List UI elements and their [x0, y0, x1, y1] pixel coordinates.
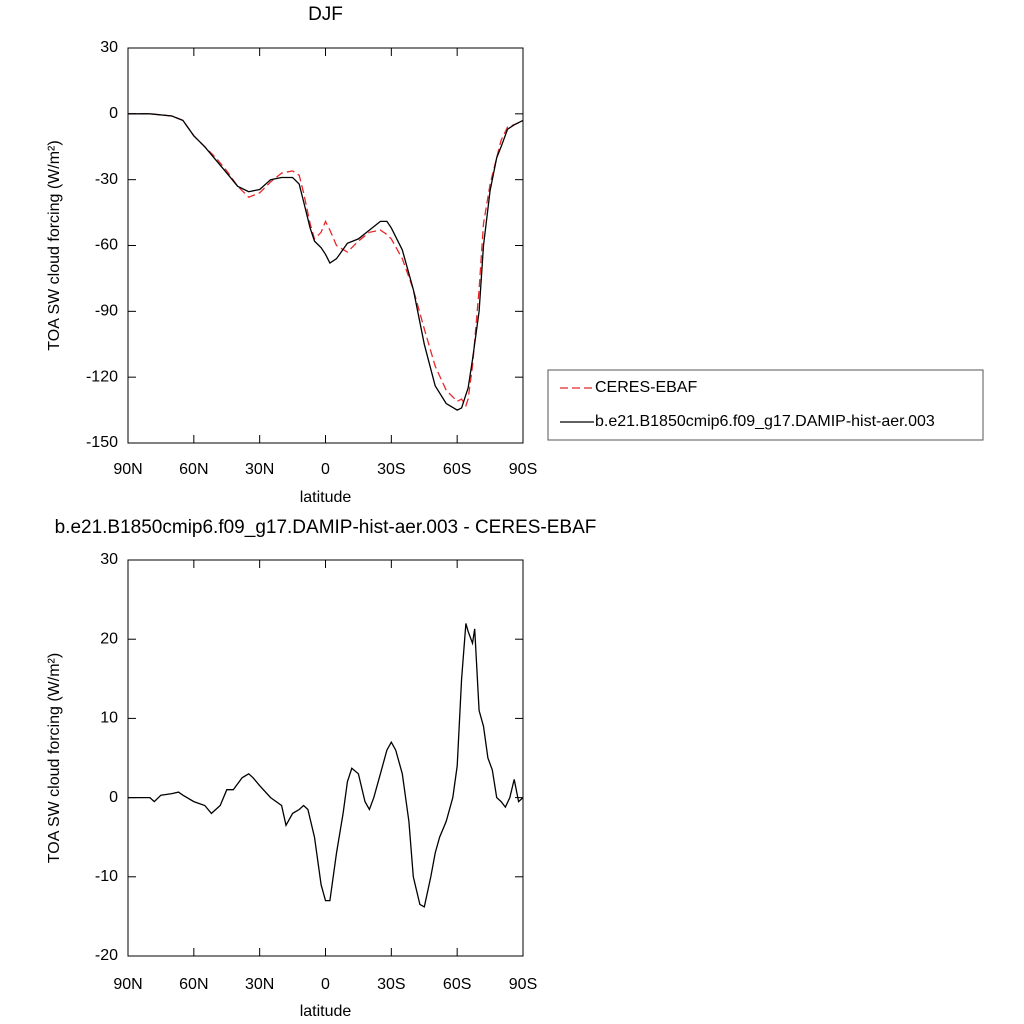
x-tick-label: 60S	[443, 976, 471, 993]
x-tick-label: 60S	[443, 461, 471, 478]
x-tick-label: 0	[321, 461, 330, 478]
y-tick-label: -10	[95, 868, 118, 885]
y-tick-label: -30	[95, 171, 118, 188]
y-tick-label: -150	[86, 434, 118, 451]
x-tick-label: 30S	[377, 461, 405, 478]
y-axis-label: TOA SW cloud forcing (W/m²)	[46, 653, 63, 863]
legend-box	[547, 369, 984, 441]
series-line	[128, 113, 524, 408]
y-axis-label: TOA SW cloud forcing (W/m²)	[46, 140, 63, 350]
x-tick-label: 90N	[113, 976, 142, 993]
x-tick-label: 90S	[509, 976, 537, 993]
y-tick-label: 0	[109, 105, 118, 122]
y-tick-label: -90	[95, 303, 118, 320]
x-tick-label: 60N	[179, 976, 208, 993]
plot-frame	[127, 47, 524, 444]
y-tick-label: -60	[95, 237, 118, 254]
chart-title: DJF	[308, 4, 343, 25]
x-tick-label: 30S	[377, 976, 405, 993]
x-tick-label: 0	[321, 976, 330, 993]
x-tick-label: 90S	[509, 461, 537, 478]
y-tick-label: 30	[100, 39, 118, 56]
x-tick-label: 60N	[179, 461, 208, 478]
legend-label: b.e21.B1850cmip6.f09_g17.DAMIP-hist-aer.…	[595, 413, 935, 430]
series-line	[128, 623, 524, 908]
legend-label: CERES-EBAF	[595, 379, 697, 396]
x-axis-label: latitude	[300, 489, 352, 506]
y-tick-label: -20	[95, 947, 118, 964]
x-axis-label: latitude	[300, 1003, 352, 1020]
series-line	[128, 113, 524, 411]
y-tick-label: 20	[100, 630, 118, 647]
y-tick-label: -120	[86, 368, 118, 385]
y-tick-label: 0	[109, 789, 118, 806]
y-tick-label: 10	[100, 710, 118, 727]
x-tick-label: 30N	[245, 461, 274, 478]
x-tick-label: 90N	[113, 461, 142, 478]
y-tick-label: 30	[100, 551, 118, 568]
plot-frame	[127, 559, 524, 957]
chart-title: b.e21.B1850cmip6.f09_g17.DAMIP-hist-aer.…	[55, 517, 597, 538]
x-tick-label: 30N	[245, 976, 274, 993]
